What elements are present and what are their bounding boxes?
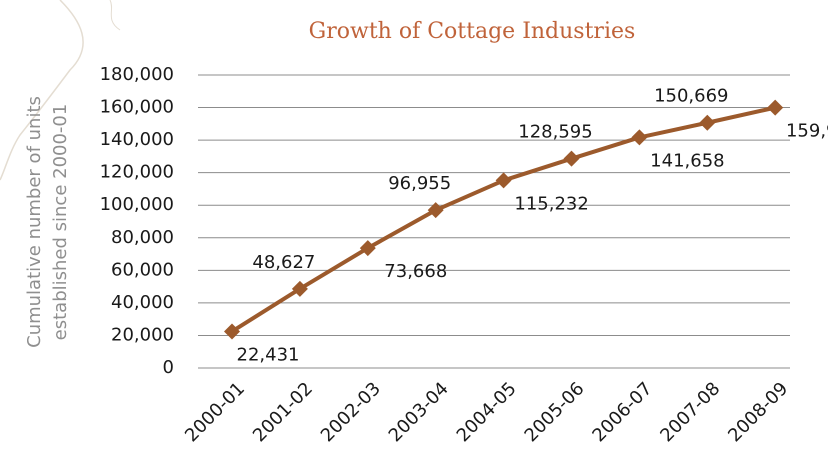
y-tick-label: 120,000 <box>100 162 174 183</box>
y-axis-title: Cumulative number of units <box>24 96 45 348</box>
data-label: 159,963 <box>786 121 828 142</box>
data-label: 128,595 <box>518 122 592 143</box>
x-tick-label: 2000-01 <box>181 378 249 446</box>
y-tick-label: 180,000 <box>100 64 174 85</box>
x-tick-label: 2001-02 <box>249 378 317 446</box>
data-label: 141,658 <box>650 150 724 171</box>
x-tick-label: 2002-03 <box>317 378 385 446</box>
marker <box>631 129 648 146</box>
x-tick-label: 2008-09 <box>724 378 792 446</box>
data-label: 96,955 <box>388 173 451 194</box>
y-tick-label: 100,000 <box>100 194 174 215</box>
x-tick-label: 2004-05 <box>453 378 521 446</box>
y-tick-label: 0 <box>163 357 174 378</box>
marker <box>495 172 512 189</box>
marker <box>291 280 308 297</box>
y-tick-label: 140,000 <box>100 129 174 150</box>
marker <box>563 150 580 167</box>
marker <box>224 323 240 340</box>
data-label: 73,668 <box>384 261 447 282</box>
y-tick-label: 40,000 <box>111 292 174 313</box>
y-tick-label: 20,000 <box>111 324 174 345</box>
chart-title: Growth of Cottage Industries <box>309 19 636 44</box>
marker <box>427 202 444 219</box>
line <box>230 105 776 334</box>
x-tick-label: 2007-08 <box>656 378 724 446</box>
data-label: 115,232 <box>514 193 588 214</box>
x-tick-label: 2005-06 <box>521 378 589 446</box>
marker <box>699 114 716 131</box>
x-tick-label: 2006-07 <box>588 378 656 446</box>
marker <box>359 240 376 257</box>
x-tick-label: 2003-04 <box>385 378 453 446</box>
y-axis-title: established since 2000-01 <box>50 104 71 341</box>
data-label: 48,627 <box>252 252 315 273</box>
y-tick-label: 60,000 <box>111 259 174 280</box>
background-map <box>0 0 84 181</box>
y-tick-label: 160,000 <box>100 97 174 118</box>
marker <box>767 99 784 116</box>
data-label: 22,431 <box>237 344 300 365</box>
y-tick-label: 80,000 <box>111 227 174 248</box>
data-label: 150,669 <box>654 86 728 107</box>
background-map <box>109 0 121 31</box>
